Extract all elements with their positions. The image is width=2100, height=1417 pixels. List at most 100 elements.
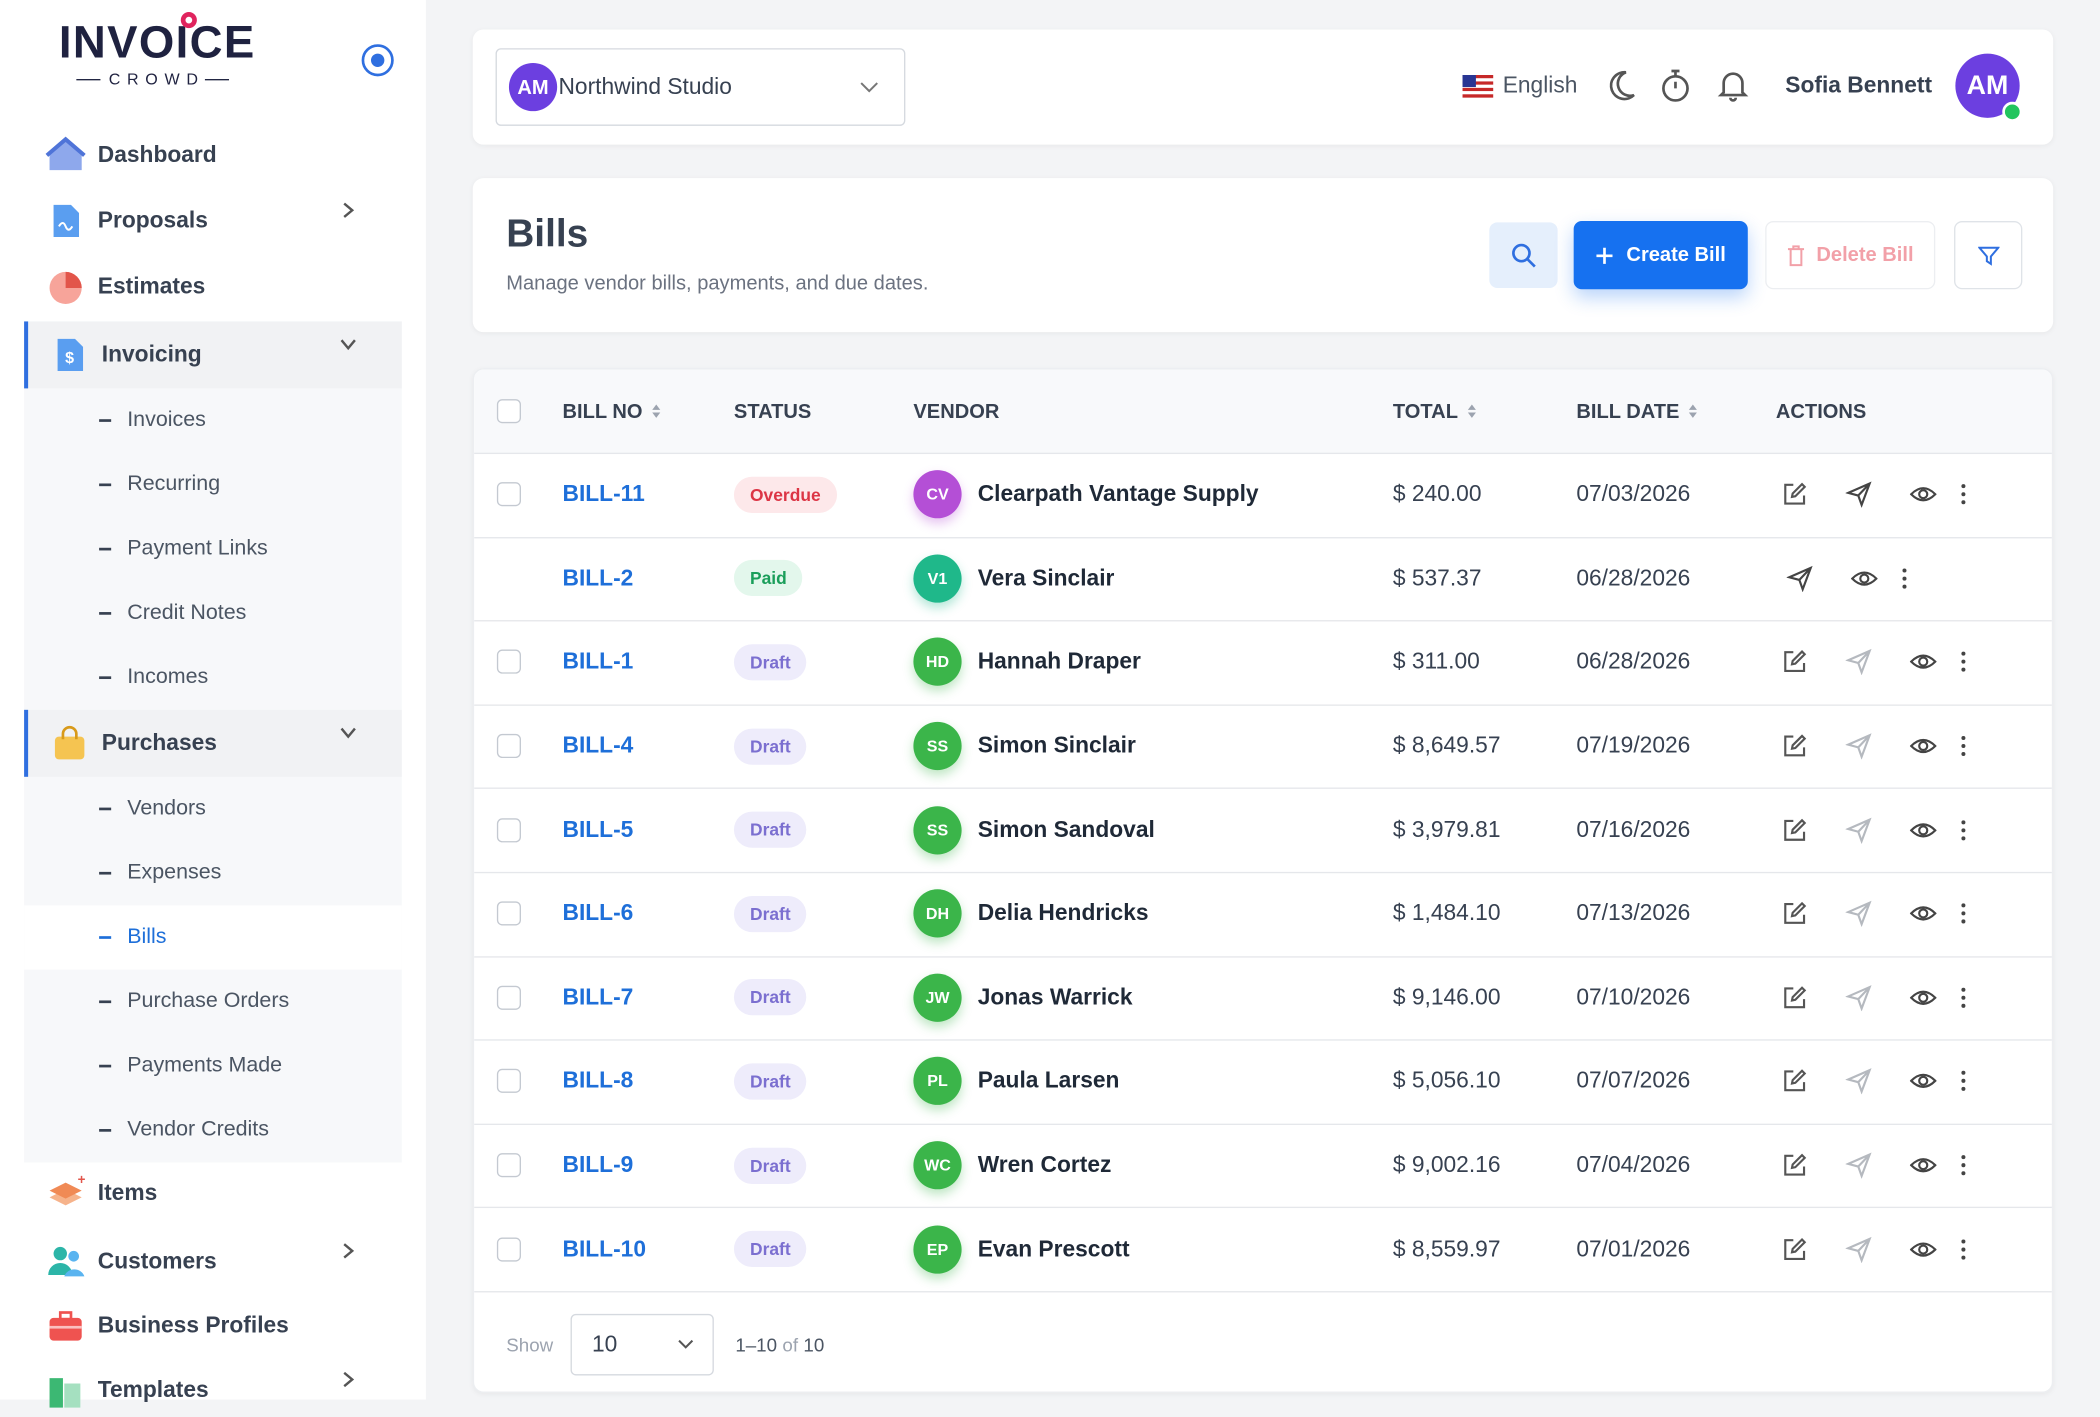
nav-item[interactable]: Estimates — [46, 260, 402, 314]
org-selector[interactable]: AM Northwind Studio — [495, 48, 906, 126]
nav-subitem[interactable]: Vendor Credits — [24, 1098, 402, 1162]
more-icon[interactable] — [1950, 984, 1977, 1011]
column-header[interactable]: BILL DATE — [1576, 370, 1699, 453]
send-icon[interactable] — [1845, 481, 1873, 508]
delete-bill-button[interactable]: Delete Bill — [1765, 220, 1936, 290]
view-icon[interactable] — [1909, 1236, 1937, 1263]
nav-item[interactable]: Customers — [46, 1235, 402, 1289]
edit-icon[interactable] — [1781, 649, 1808, 676]
checkbox[interactable] — [496, 399, 521, 424]
bill-number[interactable]: BILL-1 — [562, 648, 634, 675]
checkbox[interactable] — [496, 482, 521, 507]
bill-number[interactable]: BILL-6 — [562, 900, 634, 926]
nav-subitem[interactable]: Vendors — [24, 777, 402, 841]
send-icon[interactable] — [1845, 649, 1873, 676]
more-icon[interactable] — [1891, 565, 1918, 592]
nav-item[interactable]: Templates — [46, 1363, 402, 1417]
checkbox[interactable] — [496, 734, 521, 759]
logo[interactable]: INVOICE CROWD — [59, 12, 254, 89]
bill-number[interactable]: BILL-5 — [562, 816, 634, 843]
more-icon[interactable] — [1950, 1152, 1977, 1179]
more-icon[interactable] — [1950, 733, 1977, 760]
notification-bell[interactable] — [1717, 67, 1749, 105]
timer-icon[interactable] — [1659, 67, 1691, 105]
send-icon[interactable] — [1845, 817, 1873, 844]
theme-toggle[interactable] — [1604, 68, 1636, 103]
edit-icon[interactable] — [1781, 1236, 1808, 1263]
search-button[interactable] — [1489, 222, 1558, 288]
nav-subitem[interactable]: Incomes — [24, 646, 402, 710]
more-icon[interactable] — [1950, 1068, 1977, 1095]
edit-icon[interactable] — [1781, 900, 1808, 927]
bill-number[interactable]: BILL-8 — [562, 1068, 634, 1094]
view-icon[interactable] — [1909, 984, 1937, 1011]
edit-icon[interactable] — [1781, 733, 1808, 760]
send-icon[interactable] — [1786, 565, 1814, 592]
checkbox[interactable] — [496, 650, 521, 675]
view-icon[interactable] — [1909, 649, 1937, 676]
user-name[interactable]: Sofia Bennett — [1785, 72, 1933, 98]
edit-icon[interactable] — [1781, 1068, 1808, 1095]
checkbox[interactable] — [496, 985, 521, 1010]
more-icon[interactable] — [1950, 900, 1977, 927]
page-size-select[interactable]: 10 — [570, 1313, 714, 1376]
send-icon[interactable] — [1845, 984, 1873, 1012]
edit-icon[interactable] — [1781, 481, 1808, 508]
send-icon[interactable] — [1845, 1152, 1873, 1179]
bill-number[interactable]: BILL-2 — [562, 565, 634, 591]
view-icon[interactable] — [1909, 1068, 1937, 1095]
create-bill-button[interactable]: Create Bill — [1573, 220, 1748, 290]
more-icon[interactable] — [1950, 1236, 1977, 1263]
view-icon[interactable] — [1909, 817, 1937, 844]
nav-item[interactable]: + Items — [46, 1167, 402, 1221]
view-icon[interactable] — [1909, 900, 1937, 927]
edit-icon[interactable] — [1781, 817, 1808, 844]
sidebar-toggle[interactable] — [360, 43, 395, 78]
view-icon[interactable] — [1909, 733, 1937, 760]
send-icon[interactable] — [1845, 1068, 1873, 1095]
more-icon[interactable] — [1950, 481, 1977, 508]
sort-icon[interactable] — [1686, 403, 1699, 419]
nav-subitem[interactable]: Payments Made — [24, 1034, 402, 1098]
send-icon[interactable] — [1845, 733, 1873, 760]
nav-group-header[interactable]: Purchases — [24, 709, 402, 777]
more-icon[interactable] — [1950, 817, 1977, 844]
bill-number[interactable]: BILL-4 — [562, 732, 634, 759]
checkbox[interactable] — [496, 1069, 521, 1094]
view-icon[interactable] — [1909, 1152, 1937, 1179]
nav-subitem[interactable]: Invoices — [24, 388, 402, 452]
user-avatar[interactable]: AM — [1955, 53, 2020, 118]
sort-icon[interactable] — [1465, 403, 1478, 419]
nav-group-header[interactable]: $ Invoicing — [24, 321, 402, 389]
edit-icon[interactable] — [1781, 984, 1808, 1011]
nav-subitem[interactable]: Credit Notes — [24, 581, 402, 645]
view-icon[interactable] — [1850, 565, 1878, 592]
checkbox[interactable] — [496, 1153, 521, 1178]
nav-subitem[interactable]: Payment Links — [24, 517, 402, 581]
nav-subitem-active[interactable]: Bills — [24, 905, 402, 970]
more-icon[interactable] — [1950, 649, 1977, 676]
nav-item[interactable]: Dashboard — [45, 129, 402, 183]
select-all[interactable] — [496, 370, 521, 453]
bill-number[interactable]: BILL-10 — [562, 1235, 647, 1262]
column-header[interactable]: TOTAL — [1393, 370, 1478, 453]
send-icon[interactable] — [1845, 1236, 1873, 1263]
column-header[interactable]: BILL NO — [563, 370, 663, 453]
view-icon[interactable] — [1909, 481, 1937, 508]
checkbox[interactable] — [496, 817, 521, 843]
bill-number[interactable]: BILL-9 — [562, 1151, 634, 1178]
checkbox[interactable] — [496, 1237, 521, 1262]
bill-number[interactable]: BILL-11 — [562, 481, 645, 507]
nav-subitem[interactable]: Purchase Orders — [24, 970, 402, 1034]
nav-item[interactable]: Proposals — [46, 194, 402, 248]
checkbox[interactable] — [496, 901, 521, 926]
language-selector[interactable]: English — [1502, 72, 1578, 98]
edit-icon[interactable] — [1781, 1152, 1808, 1179]
send-icon[interactable] — [1845, 900, 1873, 928]
filter-button[interactable] — [1954, 220, 2023, 290]
bill-number[interactable]: BILL-7 — [562, 984, 634, 1010]
nav-subitem[interactable]: Expenses — [24, 841, 402, 905]
sort-icon[interactable] — [649, 403, 662, 419]
nav-subitem[interactable]: Recurring — [24, 453, 402, 517]
nav-item[interactable]: Business Profiles — [46, 1299, 402, 1353]
